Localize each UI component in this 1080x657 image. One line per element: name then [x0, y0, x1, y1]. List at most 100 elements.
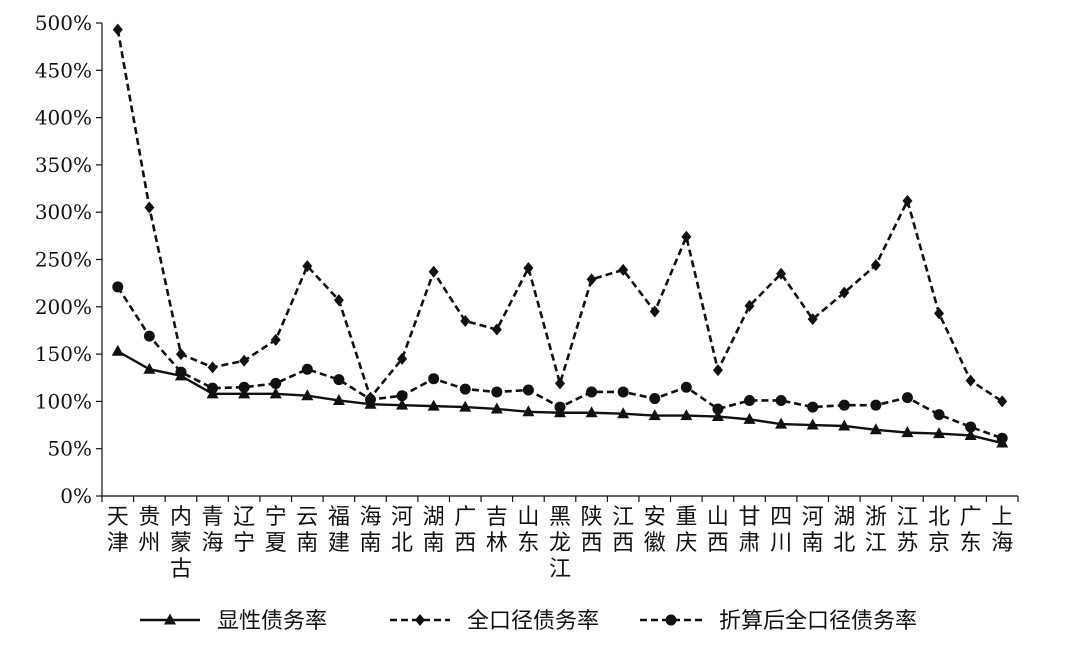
- x-tick-label: 湖南: [423, 505, 445, 556]
- x-tick-label: 辽宁: [233, 505, 255, 556]
- x-tick-label: 青海: [202, 505, 224, 556]
- series-lines: [111, 23, 1009, 448]
- data-point: [522, 384, 534, 396]
- data-point: [997, 395, 1008, 408]
- data-point: [870, 399, 882, 411]
- y-tick-label: 250%: [35, 248, 92, 272]
- data-point: [681, 230, 692, 243]
- legend-marker: [665, 614, 677, 626]
- data-point: [554, 401, 566, 413]
- data-point: [838, 419, 851, 431]
- data-point: [143, 330, 155, 342]
- data-point: [396, 398, 409, 410]
- data-point: [838, 399, 850, 411]
- data-point: [648, 409, 661, 421]
- data-point: [238, 381, 250, 393]
- data-point: [934, 307, 945, 320]
- x-tick-label: 江西: [612, 505, 634, 556]
- data-point: [428, 373, 440, 385]
- data-point: [491, 386, 503, 398]
- data-point: [207, 361, 218, 374]
- y-tick-label: 400%: [35, 106, 92, 130]
- legend-item: 折算后全口径债务率: [640, 609, 917, 634]
- data-point: [776, 267, 787, 280]
- data-point: [555, 377, 565, 390]
- data-point: [207, 382, 219, 394]
- y-tick-label: 300%: [35, 200, 92, 224]
- data-point: [965, 421, 977, 433]
- data-point: [143, 362, 156, 374]
- series-2: [112, 23, 1008, 408]
- data-point: [775, 417, 788, 429]
- data-point: [522, 405, 535, 417]
- data-point: [175, 366, 187, 378]
- x-tick-label: 浙江: [865, 505, 887, 556]
- legend-marker: [415, 614, 425, 626]
- data-point: [112, 281, 124, 293]
- data-point: [806, 418, 819, 430]
- data-point: [743, 412, 756, 424]
- y-tick-label: 150%: [35, 342, 92, 366]
- data-point: [490, 402, 503, 414]
- data-point: [964, 428, 977, 440]
- data-point: [744, 299, 755, 312]
- x-tick-label: 福建: [328, 505, 350, 556]
- x-tick-label: 江苏: [896, 505, 918, 556]
- y-tick-label: 100%: [35, 389, 92, 413]
- legend-label: 全口径债务率: [467, 609, 599, 634]
- data-point: [680, 409, 693, 421]
- x-tick-label: 山东: [517, 505, 539, 556]
- data-point: [144, 201, 155, 214]
- data-point: [649, 393, 661, 405]
- x-tick-label: 广西: [454, 505, 476, 556]
- legend-label: 显性债务率: [217, 609, 327, 634]
- data-point: [869, 423, 882, 435]
- data-point: [996, 432, 1008, 444]
- data-point: [807, 313, 818, 326]
- legend-marker: [164, 613, 176, 625]
- data-point: [428, 265, 439, 278]
- data-point: [111, 344, 124, 356]
- y-tick-label: 500%: [35, 11, 92, 35]
- data-point: [459, 400, 472, 412]
- x-tick-label: 云南: [296, 505, 318, 556]
- data-point: [586, 273, 597, 286]
- x-tick-label: 河北: [391, 505, 413, 556]
- data-point: [649, 305, 660, 318]
- x-tick-label: 湖北: [833, 505, 855, 556]
- data-point: [965, 374, 976, 387]
- data-point: [333, 374, 345, 386]
- data-point: [491, 323, 502, 336]
- x-tick-label: 四川: [770, 505, 792, 556]
- series-1: [111, 344, 1009, 448]
- x-tick-label: 甘肃: [739, 505, 761, 556]
- legend: 显性债务率 全口径债务率 折算后全口径债务率: [140, 609, 917, 634]
- x-tick-label: 广东: [960, 505, 982, 556]
- data-point: [775, 394, 787, 406]
- x-axis: 天津贵州内蒙古青海辽宁宁夏云南福建海南河北湖南广西吉林山东黑龙江陕西江西安徽重庆…: [101, 495, 1019, 582]
- x-tick-label: 海南: [359, 505, 381, 556]
- series-line: [117, 350, 1003, 445]
- data-point: [175, 348, 186, 361]
- data-point: [332, 393, 345, 405]
- data-point: [618, 263, 629, 276]
- data-point: [901, 392, 913, 404]
- series-line: [116, 29, 1003, 403]
- x-tick-label: 安徽: [644, 505, 666, 556]
- y-tick-label: 0%: [60, 484, 92, 508]
- data-point: [427, 399, 440, 411]
- data-point: [301, 389, 314, 401]
- data-point: [270, 333, 281, 346]
- data-point: [523, 262, 534, 275]
- x-tick-label: 北京: [928, 505, 950, 556]
- x-tick-label: 陕西: [581, 505, 603, 556]
- x-tick-label: 山西: [707, 505, 729, 556]
- data-point: [585, 406, 598, 418]
- data-point: [333, 294, 344, 307]
- x-tick-label: 天津: [107, 505, 129, 556]
- data-point: [711, 410, 724, 422]
- data-point: [269, 387, 282, 399]
- legend-item: 全口径债务率: [390, 609, 599, 634]
- data-point: [270, 377, 282, 389]
